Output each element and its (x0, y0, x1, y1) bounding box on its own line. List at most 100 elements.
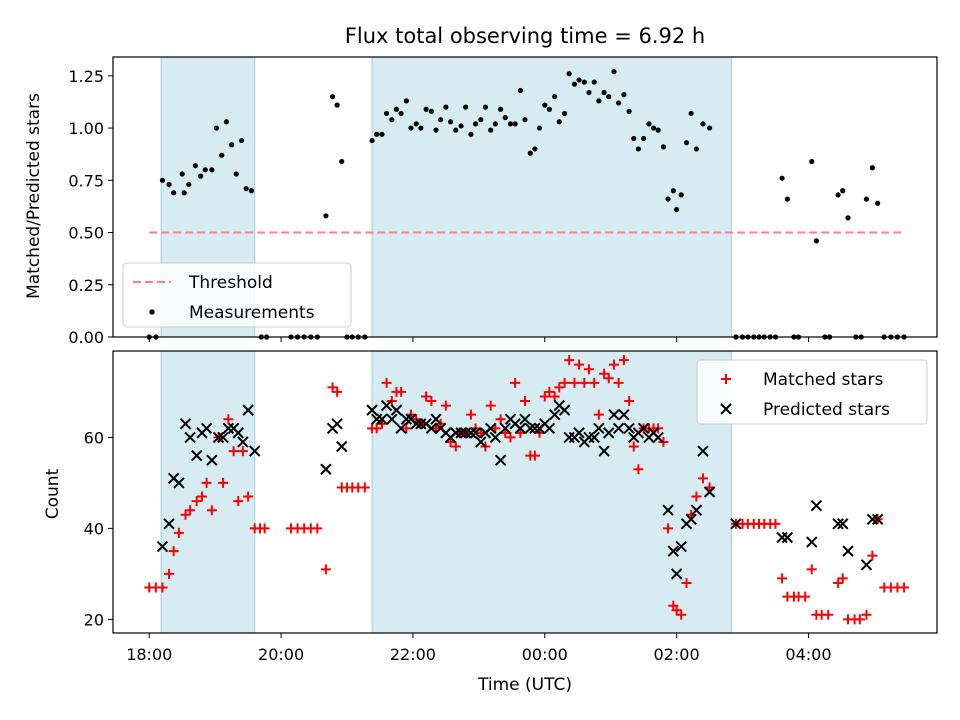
x-tick-label: 02:00 (654, 645, 700, 664)
x-tick-label: 22:00 (390, 645, 436, 664)
measurement-point (655, 127, 661, 133)
measurement-point (845, 215, 851, 221)
matched-star-point (201, 477, 212, 488)
measurement-point (393, 106, 400, 112)
measurement-point (398, 110, 404, 117)
predicted-star-point (331, 418, 343, 430)
measurement-point (482, 104, 489, 110)
predicted-star-point (832, 518, 844, 530)
matched-star-point (559, 377, 570, 388)
matched-star-point (259, 523, 270, 534)
predicted-star-point (485, 422, 497, 435)
top-axes-frame (112, 56, 938, 338)
top-y-axis-label: Matched/Predicted stars (24, 93, 44, 299)
predicted-star-point (837, 518, 849, 530)
measurement-point (678, 192, 684, 198)
predicted-star-point (529, 422, 541, 435)
matched-star-point (495, 414, 506, 425)
measurement-point (433, 127, 439, 133)
bottom-legend-box (696, 359, 928, 425)
measurement-point (159, 177, 166, 183)
predicted-star-point (675, 540, 687, 553)
measurement-point (650, 125, 657, 131)
matched-star-point (421, 391, 432, 402)
matched-star-point (770, 518, 781, 529)
predicted-star-point (690, 504, 703, 516)
predicted-star-point (390, 404, 403, 416)
measurement-point (492, 121, 498, 127)
matched-star-point (613, 377, 624, 388)
predicted-star-point (598, 445, 610, 457)
predicted-star-point (320, 463, 332, 475)
measurement-point (875, 200, 881, 206)
matched-star-point (520, 396, 530, 407)
legend-label: Matched stars (763, 370, 883, 390)
measurement-point (641, 135, 647, 142)
predicted-star-point (499, 422, 511, 435)
predicted-star-point (410, 418, 422, 430)
measurement-point (219, 152, 225, 158)
x-tick-label: 18:00 (126, 645, 172, 664)
legend-predicted-swatch (720, 403, 732, 415)
measurement-point (213, 125, 220, 131)
measurement-point (329, 94, 336, 100)
matched-star-point (157, 582, 168, 593)
matched-star-point (671, 605, 682, 616)
matched-star-point (599, 368, 610, 379)
measurement-point (542, 102, 548, 108)
measurement-point (438, 117, 444, 123)
measurement-point (700, 121, 706, 127)
measurement-point (586, 89, 592, 96)
bottom-y-tick-label: 60 (84, 428, 104, 447)
measurement-point (809, 158, 815, 165)
predicted-star-point (703, 486, 716, 498)
matched-star-point (549, 391, 560, 402)
predicted-star-point (425, 422, 438, 435)
measurement-point (223, 119, 229, 125)
matched-star-point (168, 546, 179, 557)
predicted-star-point (455, 427, 467, 439)
bottom-shaded-interval-0 (160, 350, 256, 634)
predicted-star-point (548, 408, 561, 421)
matched-star-point (833, 577, 844, 588)
predicted-star-point (810, 499, 823, 512)
measurement-point (374, 131, 380, 137)
measurement-point (179, 171, 185, 177)
predicted-star-point (232, 427, 244, 439)
measurement-point (596, 98, 602, 104)
top-y-tick-label: 1.00 (68, 119, 104, 138)
measurement-point (536, 125, 543, 131)
measurement-point (665, 196, 671, 202)
measurement-point (186, 181, 192, 188)
matched-star-point (396, 386, 407, 397)
predicted-star-point (871, 513, 884, 525)
measurement-point (248, 188, 255, 194)
measurement-point (784, 196, 790, 202)
predicted-star-point (489, 431, 502, 444)
measurement-point (423, 106, 429, 112)
measurement-point (779, 175, 785, 181)
measurement-point (706, 125, 713, 131)
matched-star-point (593, 409, 604, 420)
predicted-star-point (465, 427, 477, 439)
matched-star-point (564, 355, 575, 366)
predicted-star-point (667, 545, 680, 557)
measurement-point (202, 167, 208, 173)
measurement-point (674, 206, 680, 213)
top-legend-box (122, 262, 352, 328)
measurement-point (453, 127, 459, 133)
measurement-point (556, 119, 562, 125)
measurement-point (840, 188, 846, 194)
measurement-point (591, 79, 597, 85)
measurement-point (502, 114, 508, 121)
matched-star-point (539, 391, 550, 402)
measurement-point (198, 173, 204, 179)
measurement-point (166, 181, 172, 188)
measurement-point (869, 165, 875, 171)
matched-star-point (312, 523, 323, 534)
top-panel: 0.00 0.25 0.50 0.75 1.00 1.25 Threshold Measure… (68, 56, 938, 347)
measurement-point (683, 140, 690, 146)
predicted-star-point (163, 518, 175, 530)
measurement-point (813, 238, 819, 244)
